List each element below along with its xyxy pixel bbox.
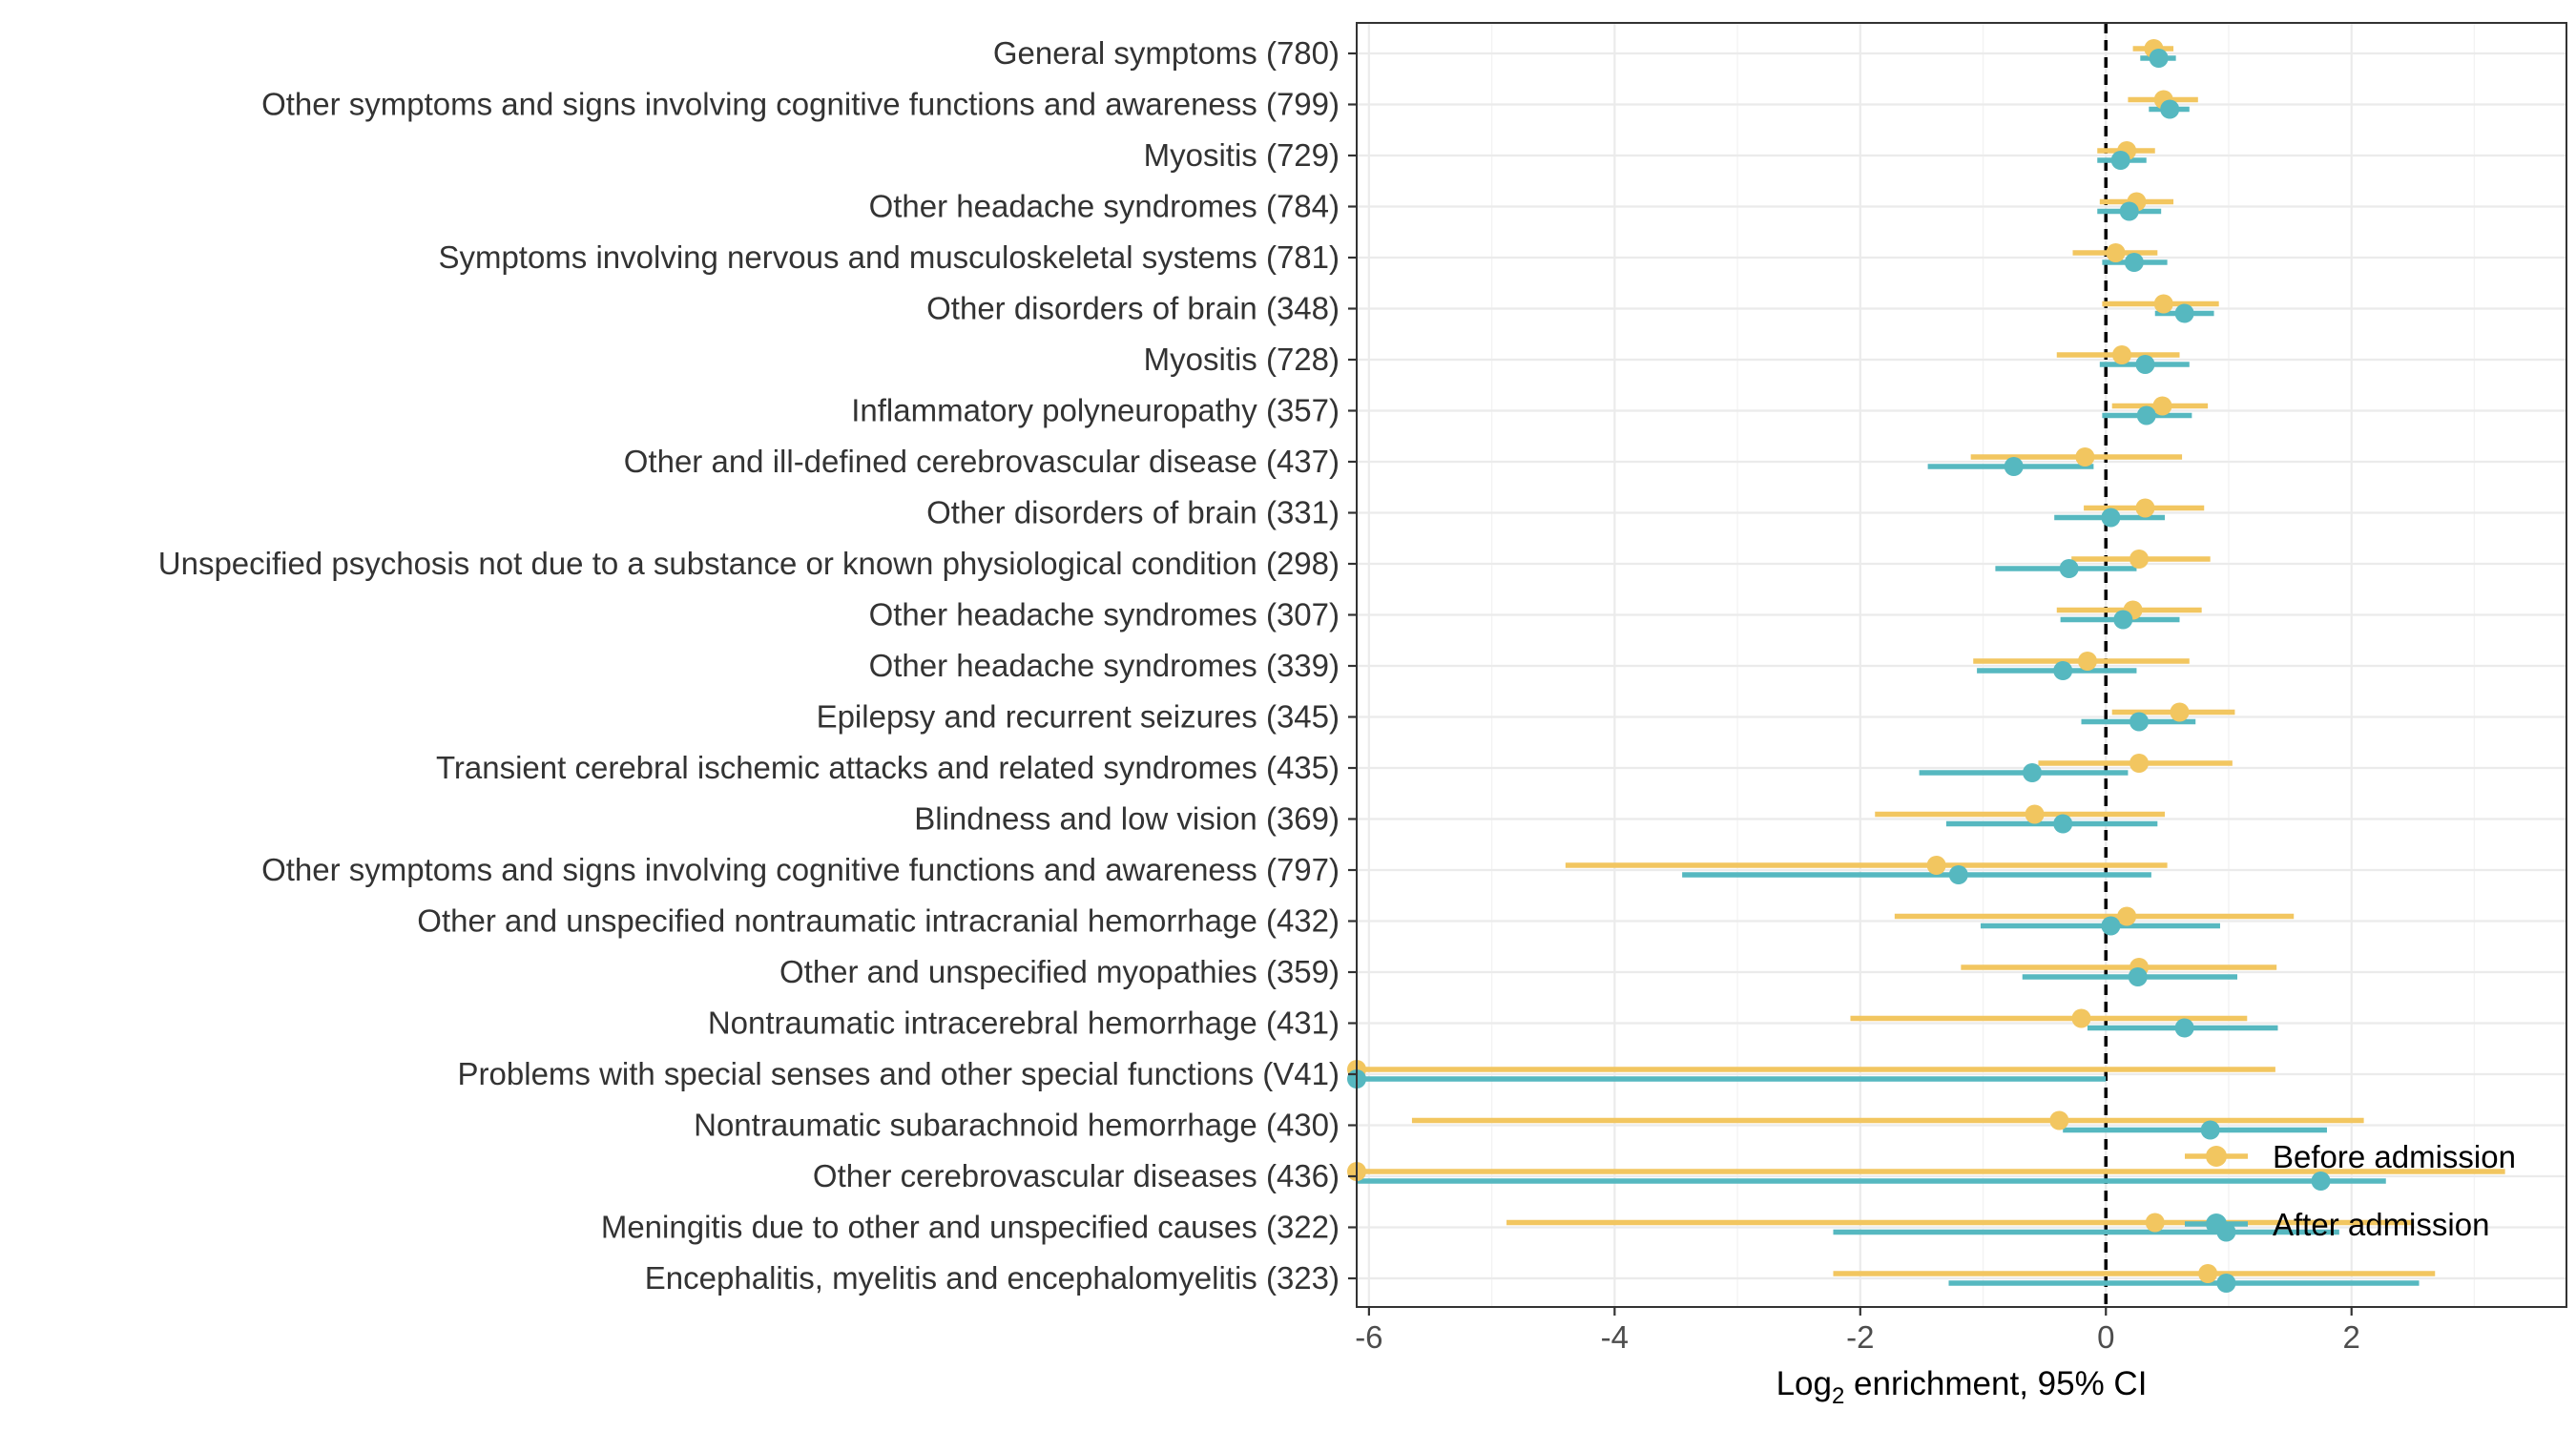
point-after-12 [2053, 661, 2073, 680]
category-label: Other and unspecified nontraumatic intra… [417, 903, 1340, 939]
x-axis-title: Log2 enrichment, 95% CI [1776, 1365, 2148, 1409]
point-after-17 [2101, 916, 2121, 936]
point-after-11 [2113, 610, 2133, 630]
grid-lines [1357, 23, 2566, 1307]
x-tick-label: -6 [1355, 1319, 1382, 1355]
point-after-4 [2124, 253, 2144, 272]
category-axis: General symptoms (780) Other symptoms and… [158, 35, 1357, 1296]
point-before-24 [2198, 1264, 2218, 1283]
category-label: Other headache syndromes (339) [869, 648, 1340, 683]
point-before-6 [2111, 345, 2131, 364]
point-before-5 [2153, 294, 2173, 314]
category-label: Other and ill-defined cerebrovascular di… [624, 444, 1340, 479]
point-after-6 [2135, 355, 2155, 374]
point-after-8 [2004, 457, 2024, 476]
point-before-10 [2129, 550, 2150, 569]
category-label: Myositis (729) [1144, 137, 1340, 173]
point-before-14 [2129, 754, 2150, 773]
point-estimates [1347, 39, 2331, 1293]
category-label: Other headache syndromes (784) [869, 189, 1340, 224]
legend-label-before: Before admission [2273, 1139, 2516, 1174]
category-label: Unspecified psychosis not due to a subst… [158, 546, 1340, 581]
point-after-1 [2160, 99, 2180, 119]
point-before-16 [1926, 856, 1946, 875]
point-before-21 [2049, 1110, 2069, 1130]
category-label: Inflammatory polyneuropathy (357) [851, 393, 1340, 428]
category-label: Other cerebrovascular diseases (436) [813, 1158, 1340, 1193]
point-before-23 [2145, 1213, 2165, 1233]
point-before-15 [2025, 804, 2045, 824]
category-label: Other disorders of brain (348) [926, 291, 1340, 326]
category-label: Other symptoms and signs involving cogni… [261, 852, 1340, 887]
point-before-19 [2071, 1008, 2091, 1028]
point-after-13 [2129, 712, 2150, 732]
point-after-14 [2023, 763, 2043, 782]
category-label: Other disorders of brain (331) [926, 495, 1340, 530]
point-after-15 [2053, 814, 2073, 834]
category-label: Blindness and low vision (369) [914, 801, 1340, 837]
category-label: Other symptoms and signs involving cogni… [261, 87, 1340, 122]
point-after-3 [2119, 201, 2139, 221]
point-after-21 [2200, 1120, 2220, 1140]
x-tick-label: -2 [1846, 1319, 1874, 1355]
point-after-10 [2059, 559, 2079, 578]
category-label: Nontraumatic subarachnoid hemorrhage (43… [694, 1108, 1340, 1143]
category-label: Epilepsy and recurrent seizures (345) [817, 699, 1340, 735]
category-label: Other and unspecified myopathies (359) [779, 954, 1340, 989]
point-after-7 [2136, 405, 2156, 425]
point-after-0 [2149, 49, 2169, 68]
x-tick-label: 2 [2343, 1319, 2360, 1355]
category-label: Myositis (728) [1144, 342, 1340, 377]
category-label: Problems with special senses and other s… [458, 1056, 1340, 1091]
point-after-24 [2216, 1274, 2236, 1293]
legend: Before admission After admission [2185, 1139, 2516, 1242]
point-after-2 [2110, 151, 2130, 170]
category-label: General symptoms (780) [993, 35, 1340, 71]
legend-key-point [2206, 1146, 2227, 1167]
legend-label-after: After admission [2273, 1207, 2489, 1242]
point-after-5 [2174, 303, 2194, 323]
point-before-8 [2075, 447, 2095, 467]
point-after-9 [2101, 508, 2121, 528]
category-label: Other headache syndromes (307) [869, 597, 1340, 633]
point-before-12 [2077, 652, 2097, 671]
category-label: Encephalitis, myelitis and encephalomyel… [645, 1260, 1340, 1296]
category-label: Nontraumatic intracerebral hemorrhage (4… [708, 1006, 1340, 1041]
x-axis: -6 -4 -2 0 2 [1355, 1307, 2360, 1355]
category-label: Transient cerebral ischemic attacks and … [436, 750, 1340, 785]
point-after-16 [1948, 865, 1968, 884]
point-after-22 [2311, 1172, 2331, 1191]
category-label: Meningitis due to other and unspecified … [601, 1210, 1340, 1245]
x-tick-label: -4 [1601, 1319, 1629, 1355]
point-before-4 [2106, 243, 2126, 262]
point-before-7 [2152, 396, 2172, 416]
point-after-18 [2128, 967, 2148, 986]
point-before-13 [2170, 702, 2190, 722]
legend-key-point [2206, 1213, 2227, 1234]
point-after-19 [2174, 1018, 2194, 1038]
point-before-9 [2135, 498, 2155, 518]
point-before-17 [2117, 906, 2137, 926]
x-tick-label: 0 [2097, 1319, 2114, 1355]
category-label: Symptoms involving nervous and musculosk… [438, 239, 1340, 275]
